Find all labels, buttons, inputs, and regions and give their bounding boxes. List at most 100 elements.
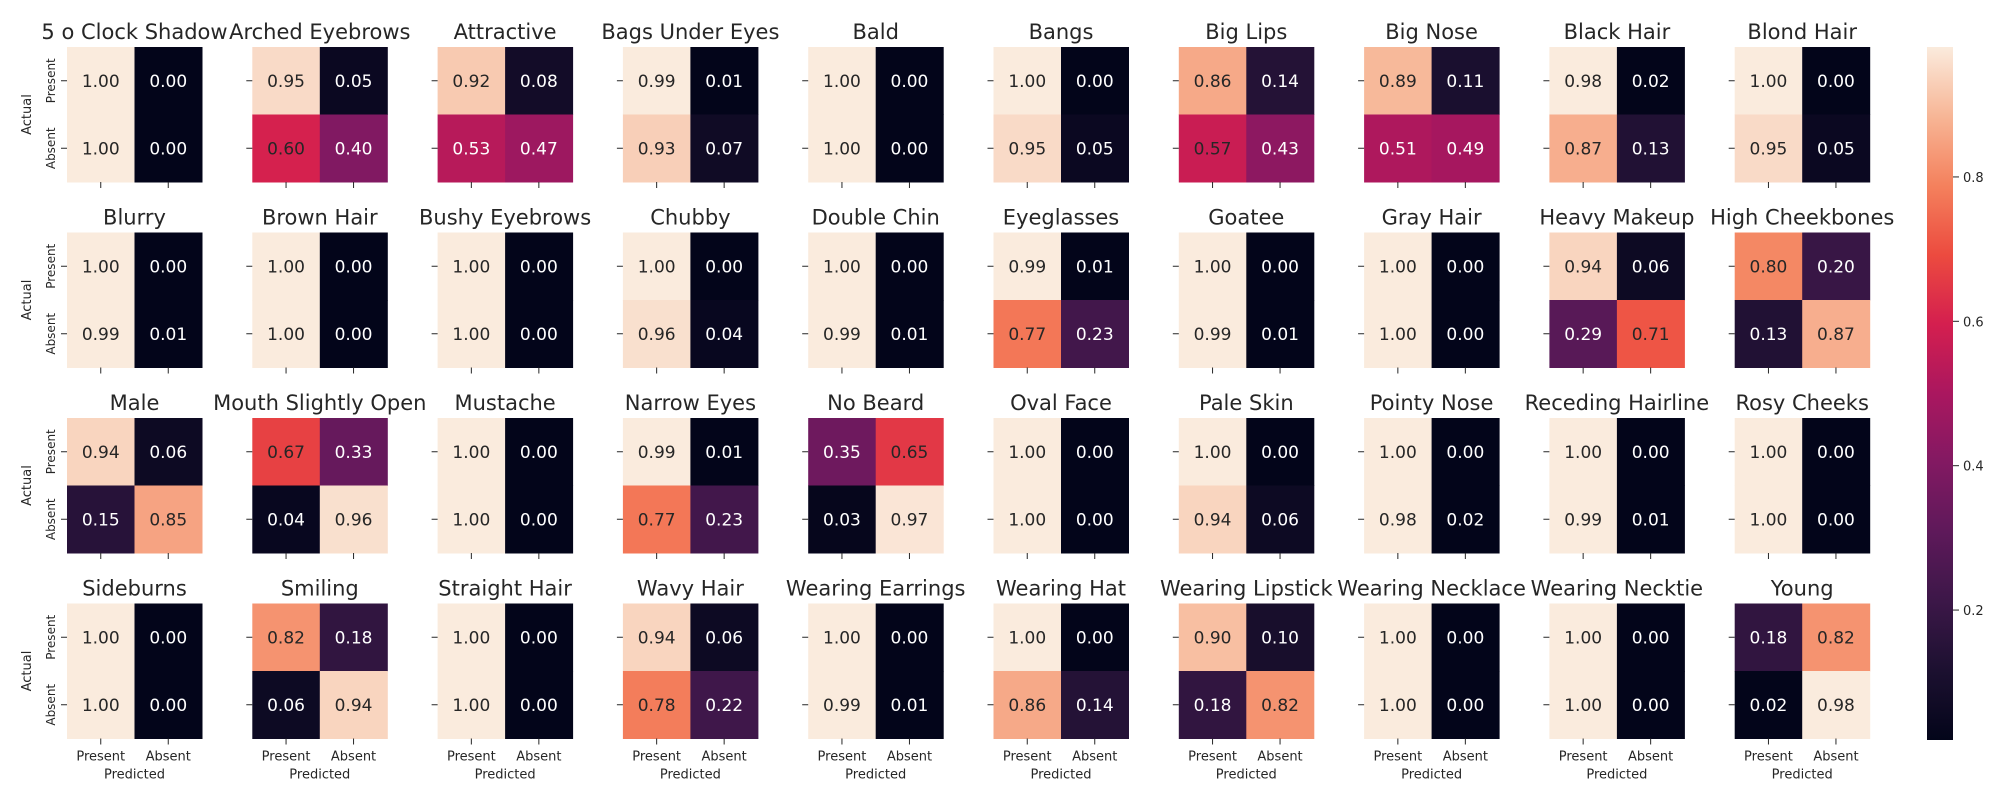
cell-value-label: 0.06 (149, 443, 187, 463)
heatmap-panel: Smiling 0.82 0.18 0.06 0.94 Present Absent Pred… (246, 577, 388, 783)
heatmap-cell (505, 114, 574, 183)
cell-value-label: 1.00 (1750, 72, 1788, 92)
heatmap-cell (993, 300, 1062, 368)
x-tick-label: Present (818, 750, 867, 765)
heatmap-cell (1431, 114, 1500, 183)
cell-value-label: 1.00 (452, 443, 490, 463)
cell-value-label: 0.01 (705, 72, 743, 92)
cell-value-label: 0.82 (267, 628, 305, 648)
colorbar-bar (1927, 47, 1953, 740)
heatmap-cell (1734, 418, 1803, 486)
cell-value-label: 0.89 (1379, 72, 1417, 92)
cell-value-label: 1.00 (452, 696, 490, 716)
heatmap-cell (622, 300, 691, 368)
heatmap-cell (252, 47, 321, 115)
cell-value-label: 1.00 (1379, 257, 1417, 277)
heatmap-cell (622, 232, 691, 301)
heatmap-cell (1246, 300, 1315, 368)
heatmap-cell (67, 232, 135, 301)
heatmap-cell (690, 418, 759, 486)
heatmap-panel: Sideburns 1.00 0.00 1.00 0.00 Present Absent Ac… (20, 577, 203, 783)
heatmap-cell (1061, 232, 1129, 301)
cell-value-label: 0.14 (1261, 72, 1299, 92)
panel-title: Gray Hair (1382, 206, 1482, 230)
y-axis-label: Actual (20, 94, 35, 135)
heatmap-cell (319, 418, 388, 486)
panel-title: Receding Hairline (1525, 391, 1710, 415)
heatmap-panel: Double Chin 1.00 0.00 0.99 0.01 (802, 206, 944, 374)
cell-value-label: 0.57 (1194, 139, 1232, 159)
heatmap-cell (993, 232, 1062, 301)
heatmap-cell (134, 232, 203, 301)
panel-title: Chubby (650, 206, 730, 230)
heatmap-cell (1178, 114, 1247, 183)
heatmap-cell (1734, 232, 1803, 301)
cell-value-label: 0.94 (82, 443, 120, 463)
heatmap-cell (134, 603, 203, 672)
x-axis-label: Predicted (1030, 768, 1091, 783)
cell-value-label: 0.06 (1632, 257, 1670, 277)
heatmap-panel: Bushy Eyebrows 1.00 0.00 1.00 0.00 (419, 206, 591, 374)
heatmap-cell (1246, 603, 1315, 672)
heatmap-cell (808, 418, 877, 486)
cell-value-label: 1.00 (1564, 696, 1602, 716)
cell-value-label: 0.00 (1076, 510, 1114, 530)
heatmap-cell (252, 300, 321, 368)
cell-value-label: 1.00 (452, 325, 490, 345)
heatmap-cell (319, 485, 388, 554)
heatmap-panel: Narrow Eyes 0.99 0.01 0.77 0.23 (616, 391, 759, 559)
heatmap-cell (1616, 671, 1685, 739)
heatmap-cell (1549, 418, 1618, 486)
cell-value-label: 0.01 (1076, 257, 1114, 277)
cell-value-label: 1.00 (823, 139, 861, 159)
heatmap-cell (1364, 300, 1433, 368)
heatmap-cell (1616, 114, 1685, 183)
heatmap-cell (1246, 485, 1315, 554)
heatmap-cell (690, 114, 759, 183)
cell-value-label: 1.00 (1564, 443, 1602, 463)
x-tick-label: Present (262, 750, 311, 765)
cell-value-label: 0.99 (823, 325, 861, 345)
heatmap-cell (1364, 114, 1433, 183)
heatmap-cell (1549, 114, 1618, 183)
cell-value-label: 0.71 (1632, 325, 1670, 345)
cell-value-label: 0.01 (1261, 325, 1299, 345)
cell-value-label: 0.00 (1076, 628, 1114, 648)
heatmap-cell (505, 300, 574, 368)
cell-value-label: 0.18 (335, 628, 373, 648)
panel-title: Pointy Nose (1370, 391, 1494, 415)
heatmap-cell (1246, 232, 1315, 301)
colorbar-tick-label: 0.2 (1963, 604, 1984, 619)
x-tick-label: Present (1373, 750, 1422, 765)
cell-value-label: 0.00 (1632, 443, 1670, 463)
cell-value-label: 0.01 (705, 443, 743, 463)
y-tick-label: Absent (44, 127, 58, 169)
cell-value-label: 0.05 (335, 72, 373, 92)
cell-value-label: 0.22 (705, 696, 743, 716)
heatmap-cell (1061, 418, 1129, 486)
heatmap-cell (622, 485, 691, 554)
heatmap-cell (134, 418, 203, 486)
x-tick-label: Absent (146, 750, 191, 765)
heatmap-cell (1431, 485, 1500, 554)
heatmap-cell (134, 671, 203, 739)
heatmap-cell (505, 232, 574, 301)
heatmap-panel: Pale Skin 1.00 0.00 0.94 0.06 (1172, 391, 1315, 559)
cell-value-label: 0.98 (1817, 696, 1855, 716)
heatmap-cell (875, 603, 944, 672)
y-tick-label: Present (44, 429, 58, 474)
heatmap-panel: High Cheekbones 0.80 0.20 0.13 0.87 (1710, 206, 1894, 374)
panel-title: Brown Hair (262, 206, 378, 230)
x-tick-label: Absent (331, 750, 376, 765)
x-tick-label: Present (1559, 750, 1608, 765)
panel-title: Attractive (454, 20, 557, 44)
cell-value-label: 0.01 (891, 696, 929, 716)
x-tick-label: Present (1188, 750, 1237, 765)
cell-value-label: 0.00 (149, 139, 187, 159)
x-axis-label: Predicted (1586, 768, 1647, 783)
heatmap-cell (67, 603, 135, 672)
cell-value-label: 0.04 (705, 325, 743, 345)
heatmap-cell (1734, 114, 1803, 183)
cell-value-label: 0.67 (267, 443, 305, 463)
x-tick-label: Absent (887, 750, 932, 765)
